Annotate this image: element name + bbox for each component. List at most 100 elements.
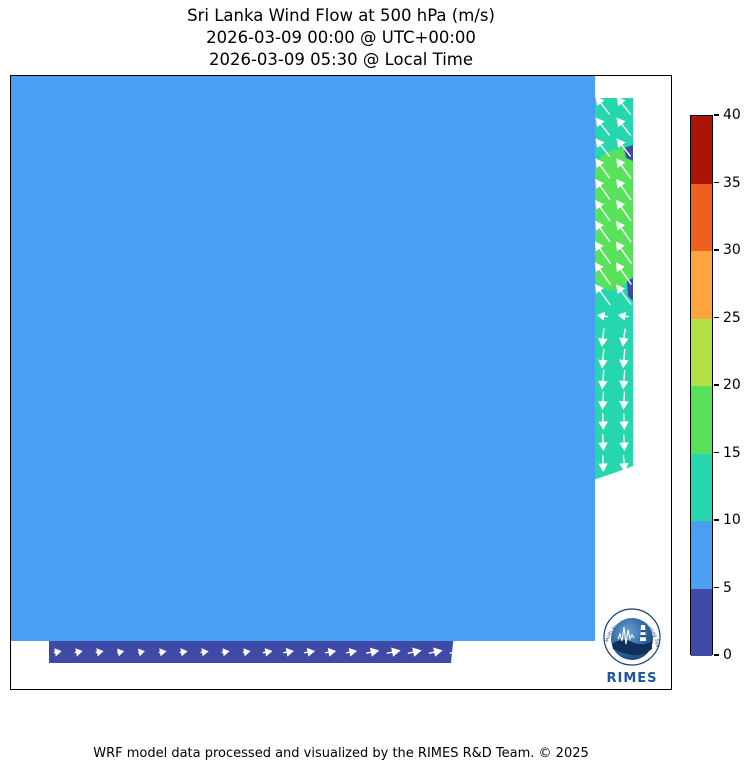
wind-arrow	[532, 647, 549, 657]
logo-seismogram	[617, 626, 635, 645]
wind-arrow	[511, 647, 528, 657]
wind-arrow	[598, 455, 608, 473]
logo-wave	[612, 639, 652, 656]
colorbar-tick	[714, 316, 719, 319]
colorbar-tick	[714, 451, 719, 454]
wind-arrow	[596, 311, 608, 321]
wind-arrow	[598, 434, 608, 452]
wind-arrow	[469, 647, 486, 657]
wind-arrow	[428, 647, 443, 657]
wind-arrow	[616, 220, 632, 243]
colorbar-tick-label: 20	[723, 377, 741, 393]
wind-arrow	[616, 563, 633, 573]
wind-arrow	[619, 391, 629, 410]
wind-arrow	[595, 158, 611, 179]
wind-arrow	[262, 648, 273, 657]
credit-footer: WRF model data processed and visualized …	[93, 746, 589, 761]
wind-arrow	[595, 563, 612, 573]
wind-arrow	[616, 178, 632, 201]
wind-arrow	[595, 98, 611, 115]
colorbar-band-35-40	[691, 116, 712, 184]
logo-lighthouse	[640, 625, 646, 641]
wind-arrow	[594, 262, 611, 285]
colorbar-tick	[714, 249, 719, 251]
colorbar	[690, 115, 713, 656]
wind-arrow	[597, 479, 610, 489]
wind-arrow	[598, 391, 608, 411]
wind-arrow	[200, 648, 209, 657]
wind-map-canvas	[11, 76, 633, 663]
wind-arrow	[74, 648, 83, 657]
wind-arrow	[595, 117, 611, 136]
wind-arrow	[615, 241, 632, 264]
colorbar-band-15-20	[691, 386, 712, 454]
wind-arrow	[619, 328, 629, 347]
colorbar-tick-label: 10	[723, 512, 741, 528]
wind-arrow	[598, 413, 608, 431]
logo-wordmark: RIMES	[606, 671, 657, 686]
colorbar-band-0-5	[691, 588, 712, 656]
colorbar-tick	[714, 181, 719, 184]
wind-arrow	[407, 647, 422, 657]
colorbar-band-20-25	[691, 318, 712, 386]
wind-arrow	[325, 647, 337, 657]
wind-arrow	[616, 199, 632, 222]
chart-title-line3: 2026-03-09 05:30 @ Local Time	[208, 50, 474, 69]
colorbar-tick-label: 15	[723, 444, 741, 461]
wind-arrow	[598, 328, 608, 348]
wind-arrow	[221, 648, 230, 657]
wind-arrow	[617, 311, 629, 321]
wind-arrow	[595, 178, 611, 201]
wind-arrow	[594, 283, 611, 306]
wind-arrow	[617, 500, 633, 510]
wind-arrow	[595, 138, 611, 157]
logo-lighthouse-band	[640, 630, 646, 633]
wind-arrow	[596, 500, 612, 510]
wind-arrow	[619, 413, 629, 431]
colorbar-tick-label: 0	[723, 647, 732, 663]
colorbar-tick-label: 35	[723, 174, 741, 191]
map-axes-frame: Multi Hazard Early Warning System RIMES	[10, 75, 672, 690]
wind-arrow	[366, 647, 380, 657]
wind-arrow	[618, 479, 631, 489]
wind-arrow	[573, 647, 592, 657]
wind-arrow	[616, 284, 632, 305]
colorbar-band-25-30	[691, 251, 712, 319]
wind-arrow	[95, 648, 104, 657]
colorbar-band-30-35	[691, 183, 712, 251]
wind-arrow	[553, 647, 571, 657]
wind-arrow	[596, 521, 612, 531]
wind-arrow	[283, 647, 295, 657]
colorbar-tick	[714, 384, 719, 386]
wind-arrow	[617, 521, 633, 531]
wind-arrow	[616, 117, 632, 136]
wind-arrow	[449, 647, 464, 657]
colorbar-band-10-15	[691, 453, 712, 521]
wind-arrow	[616, 584, 633, 594]
wind-arrow	[619, 369, 629, 390]
wind-arrow	[616, 98, 632, 115]
wind-arrow	[619, 348, 629, 369]
chart-title-block: Sri Lanka Wind Flow at 500 hPa (m/s) 202…	[10, 5, 672, 71]
colorbar-tick-label: 25	[723, 309, 741, 326]
contour-band-background	[11, 76, 595, 641]
wind-arrow	[158, 648, 167, 657]
colorbar-tick	[714, 586, 719, 589]
colorbar-tick	[714, 654, 719, 656]
wind-arrow	[116, 648, 125, 657]
wind-arrow	[616, 158, 632, 180]
wind-arrow	[595, 199, 611, 222]
chart-title-line1: Sri Lanka Wind Flow at 500 hPa (m/s)	[187, 6, 495, 25]
wind-arrow	[304, 647, 316, 657]
wind-arrow	[179, 648, 188, 657]
logo-lighthouse-band	[640, 635, 646, 638]
wind-arrow	[595, 584, 612, 594]
wind-arrow	[616, 138, 632, 157]
wind-arrow	[53, 648, 62, 657]
wind-arrow	[137, 648, 145, 657]
wind-arrow	[346, 647, 358, 657]
wind-arrow	[598, 348, 608, 369]
wind-arrow	[490, 647, 507, 657]
wind-arrow	[594, 241, 611, 264]
